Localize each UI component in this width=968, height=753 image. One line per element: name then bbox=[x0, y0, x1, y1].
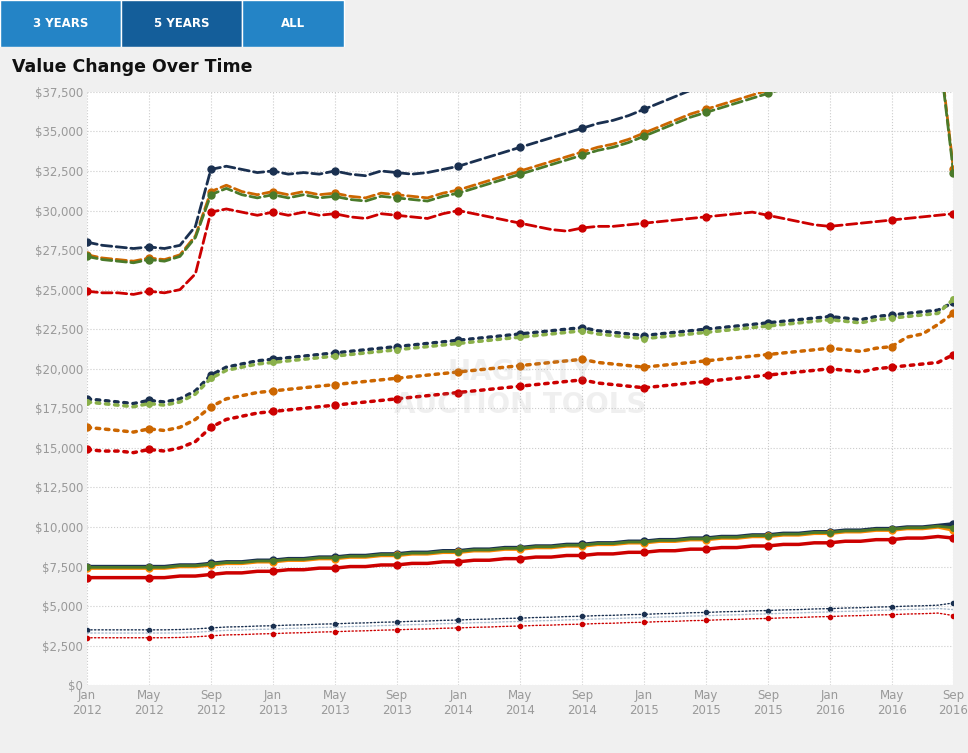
Text: ALL: ALL bbox=[281, 17, 305, 30]
Text: Value Change Over Time: Value Change Over Time bbox=[12, 59, 252, 76]
Bar bbox=[242, 0, 344, 47]
Text: 3 YEARS: 3 YEARS bbox=[33, 17, 88, 30]
Bar bbox=[0, 0, 121, 47]
Text: 5 YEARS: 5 YEARS bbox=[154, 17, 209, 30]
Text: HAGERTY
AUCTION TOOLS: HAGERTY AUCTION TOOLS bbox=[394, 358, 647, 419]
Bar bbox=[121, 0, 242, 47]
